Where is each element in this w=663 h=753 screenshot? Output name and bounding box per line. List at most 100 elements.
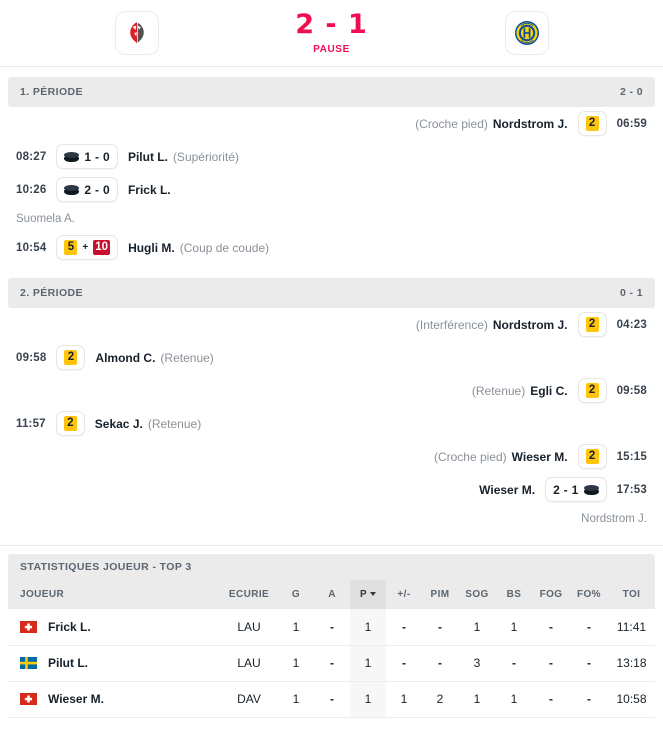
event-time: 08:27 <box>16 150 47 163</box>
away-team-logo[interactable] <box>505 12 548 54</box>
cell-team: LAU <box>220 645 278 682</box>
event-row[interactable]: 08:27 1 - 0 Pilut L. (Supériorité) <box>16 140 647 173</box>
event-player: Wieser M. <box>479 482 536 497</box>
column-header-bs[interactable]: BS <box>496 580 532 609</box>
table-row[interactable]: Frick L. LAU 1 - 1 - - 1 1 - - 11:41 <box>8 609 655 646</box>
event-reason: (Croche pied) <box>433 449 507 464</box>
period-1-events: (Croche pied) Nordstrom J. 2 06:59 08:27… <box>0 107 663 264</box>
cell-player[interactable]: Pilut L. <box>8 645 220 682</box>
cell-pim: - <box>422 645 458 682</box>
sort-desc-caret-icon <box>370 592 377 597</box>
event-player: Pilut L. <box>127 149 168 164</box>
event-row[interactable]: 10:26 2 - 0 Frick L. <box>16 173 647 206</box>
penalty-badge: 2 <box>577 111 607 136</box>
event-player: Hugli M. <box>128 240 175 255</box>
event-row[interactable]: (Retenue) Egli C. 2 09:58 <box>16 374 647 407</box>
cell-player[interactable]: Wieser M. <box>8 681 220 718</box>
column-header-fopct[interactable]: FO% <box>570 580 608 609</box>
hcd-monogram-crest-icon <box>514 21 539 45</box>
cell-team: LAU <box>220 609 278 646</box>
cell-team: DAV <box>220 681 278 718</box>
column-header-player[interactable]: JOUEUR <box>8 580 220 609</box>
event-player: Almond C. <box>95 350 156 365</box>
assist-row: Nordstrom J. <box>16 506 647 531</box>
event-reason: (Retenue) <box>160 350 214 365</box>
cell-assists: - <box>314 609 350 646</box>
player-name: Pilut L. <box>48 656 88 670</box>
table-row[interactable]: Wieser M. DAV 1 - 1 1 2 1 1 - - 10:58 <box>8 681 655 718</box>
event-reason: (Coup de coude) <box>179 240 270 255</box>
cell-toi: 11:41 <box>608 609 655 646</box>
event-player: Nordstrom J. <box>492 116 568 131</box>
cell-sog: 1 <box>458 609 496 646</box>
event-row[interactable]: 11:57 2 Sekac J. (Retenue) <box>16 407 647 440</box>
cell-player[interactable]: Frick L. <box>8 609 220 646</box>
goal-score: 1 - 0 <box>84 149 110 164</box>
column-header-team[interactable]: ECURIE <box>220 580 278 609</box>
event-reason: (Supériorité) <box>172 149 239 164</box>
event-row[interactable]: Wieser M. 2 - 1 17:53 <box>16 473 647 506</box>
event-row[interactable]: (Croche pied) Wieser M. 2 15:15 <box>16 440 647 473</box>
penalty-badge: 2 <box>577 312 607 337</box>
lion-head-crest-icon <box>128 21 145 45</box>
event-player: Sekac J. <box>94 416 143 431</box>
column-header-points[interactable]: P <box>350 580 386 609</box>
cell-toi: 13:18 <box>608 645 655 682</box>
cell-goals: 1 <box>278 609 314 646</box>
player-stats-table: JOUEUR ECURIE G A P +/- PIM SOG BS FOG F… <box>8 580 655 718</box>
penalty-badge: 2 <box>577 444 607 469</box>
event-time: 04:23 <box>616 318 647 331</box>
home-team-logo[interactable] <box>115 12 158 54</box>
cell-goals: 1 <box>278 681 314 718</box>
stats-divider <box>0 545 663 546</box>
period-label: 2. PÉRIODE <box>20 287 83 299</box>
event-player: Wieser M. <box>511 449 568 464</box>
assist-player: Suomela A. <box>16 212 75 225</box>
penalty-badge: 5 + 10 <box>56 235 119 260</box>
event-row[interactable]: 09:58 2 Almond C. (Retenue) <box>16 341 647 374</box>
event-reason: (Retenue) <box>147 416 202 431</box>
column-header-pim[interactable]: PIM <box>422 580 458 609</box>
cell-fog: - <box>532 645 570 682</box>
period-label: 1. PÉRIODE <box>20 86 83 98</box>
cell-points: 1 <box>350 609 386 646</box>
column-header-goals[interactable]: G <box>278 580 314 609</box>
event-time: 11:57 <box>16 417 46 430</box>
table-header-row: JOUEUR ECURIE G A P +/- PIM SOG BS FOG F… <box>8 580 655 609</box>
column-header-plusminus[interactable]: +/- <box>386 580 422 609</box>
event-time: 17:53 <box>616 483 647 496</box>
event-row[interactable]: 10:54 5 + 10 Hugli M. (Coup de coude) <box>16 231 647 264</box>
scoreboard-header: 2 - 1 PAUSE <box>0 0 663 66</box>
cell-goals: 1 <box>278 645 314 682</box>
goal-score: 2 - 1 <box>553 482 579 497</box>
swiss-flag-icon <box>20 620 37 633</box>
event-time: 09:58 <box>616 384 647 397</box>
period-header-2: 2. PÉRIODE 0 - 1 <box>8 278 655 308</box>
column-header-fog[interactable]: FOG <box>532 580 570 609</box>
header-divider <box>0 66 663 67</box>
cell-sog: 1 <box>458 681 496 718</box>
swiss-flag-icon <box>20 693 37 705</box>
penalty-badge: 2 <box>55 411 85 436</box>
cell-toi: 10:58 <box>608 681 655 718</box>
event-reason: (Croche pied) <box>415 116 488 131</box>
column-header-toi[interactable]: TOI <box>608 580 655 609</box>
table-row[interactable]: Pilut L. LAU 1 - 1 - - 3 - - - 13:18 <box>8 645 655 682</box>
stats-title: STATISTIQUES JOUEUR - TOP 3 <box>20 561 192 573</box>
event-row[interactable]: (Interférence) Nordstrom J. 2 04:23 <box>16 308 647 341</box>
column-header-sog[interactable]: SOG <box>458 580 496 609</box>
goal-badge: 2 - 1 <box>545 477 607 502</box>
penalty-badge: 2 <box>577 378 607 403</box>
cell-fopct: - <box>570 645 608 682</box>
cell-points: 1 <box>350 645 386 682</box>
sweden-flag-icon <box>20 657 37 669</box>
cell-pim: 2 <box>422 681 458 718</box>
penalty-minutes: 2 <box>63 416 77 431</box>
goal-score: 2 - 0 <box>84 182 110 197</box>
cell-plusminus: - <box>386 609 422 646</box>
event-time: 09:58 <box>16 351 47 364</box>
event-row[interactable]: (Croche pied) Nordstrom J. 2 06:59 <box>16 107 647 140</box>
column-header-assists[interactable]: A <box>314 580 350 609</box>
cell-assists: - <box>314 645 350 682</box>
match-score: 2 - 1 <box>295 8 368 40</box>
